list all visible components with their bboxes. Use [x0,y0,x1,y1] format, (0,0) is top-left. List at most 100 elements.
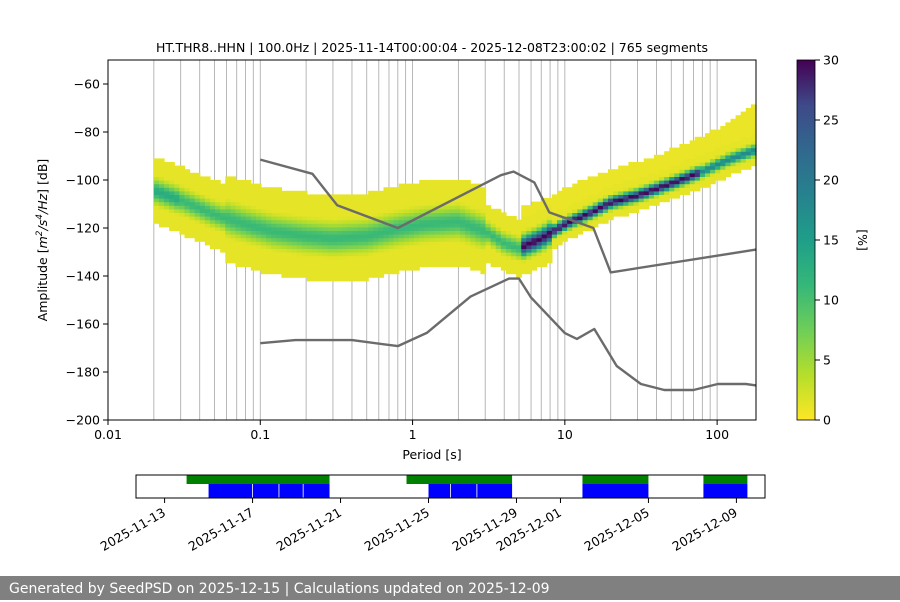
density-cell [475,219,482,224]
density-cell [475,201,482,206]
density-cell [531,259,538,264]
density-cell [495,223,502,228]
density-cell [511,255,517,260]
density-cell [664,158,670,163]
density-cell [449,187,456,192]
density-cell [623,165,630,170]
density-cell [444,248,451,253]
density-cell [653,176,660,181]
density-cell [608,172,614,177]
density-cell [271,244,277,249]
density-cell [373,216,379,221]
density-cell [679,158,686,163]
density-cell [230,252,237,257]
psd-density-heatmap [153,104,757,282]
density-cell [419,183,425,188]
density-cell [352,244,359,249]
density-cell [480,230,487,235]
density-cell [521,252,527,257]
density-cell [230,241,237,246]
density-cell [250,194,257,199]
density-cell [337,259,344,264]
density-cell [383,226,390,231]
density-cell [490,212,497,217]
density-cell [475,262,482,267]
density-cell [363,262,369,267]
density-cell [444,241,451,246]
density-cell [306,201,313,206]
density-cell [388,248,395,253]
density-cell [153,194,160,199]
density-cell [312,248,318,253]
density-cell [429,230,436,235]
density-cell [562,187,568,192]
density-cell [373,198,379,203]
density-cell [261,241,267,246]
density-cell [745,165,752,170]
density-cell [286,241,293,246]
density-cell [408,194,415,199]
density-cell [745,147,752,152]
density-cell [745,151,752,156]
density-cell [332,277,339,282]
density-cell [511,216,517,221]
density-cell [306,226,313,231]
density-cell [582,216,589,221]
density-cell [582,219,589,224]
density-cell [317,262,323,267]
density-cell [582,205,589,210]
density-cell [546,241,553,246]
density-cell [179,190,186,195]
density-cell [179,226,186,231]
density-cell [449,226,456,231]
density-cell [164,169,170,174]
density-cell [225,183,231,188]
availability-blue-segment [703,484,748,498]
density-cell [470,190,476,195]
density-cell [414,190,420,195]
density-cell [419,230,425,235]
density-cell [419,248,425,253]
density-cell [740,144,747,149]
density-cell [505,223,512,228]
density-cell [633,205,640,210]
density-cell [521,255,527,260]
density-cell [357,205,364,210]
density-cell [169,198,175,203]
density-cell [398,194,405,199]
density-cell [460,216,466,221]
density-cell [434,244,441,249]
density-cell [357,241,364,246]
density-cell [454,252,461,257]
density-cell [694,187,701,192]
density-cell [276,230,283,235]
density-cell [704,158,711,163]
density-cell [444,198,451,203]
density-cell [485,237,492,242]
density-cell [490,255,497,260]
density-cell [194,194,201,199]
density-cell [531,262,538,267]
density-cell [434,180,441,185]
density-cell [531,241,538,246]
density-cell [480,198,487,203]
density-cell [357,262,364,267]
density-cell [419,237,425,242]
density-cell [669,187,675,192]
density-cell [393,266,400,271]
density-cell [424,194,430,199]
density-cell [164,165,170,170]
density-cell [480,252,487,257]
density-cell [505,244,512,249]
density-cell [577,205,584,210]
density-cell [388,226,395,231]
density-cell [317,252,323,257]
footer-banner: Generated by SeedPSD on 2025-12-15 | Cal… [0,576,900,600]
density-cell [465,180,471,185]
density-cell [674,165,681,170]
density-cell [480,216,487,221]
density-cell [495,262,502,267]
density-cell [511,234,517,239]
density-cell [740,133,747,138]
density-cell [511,241,517,246]
